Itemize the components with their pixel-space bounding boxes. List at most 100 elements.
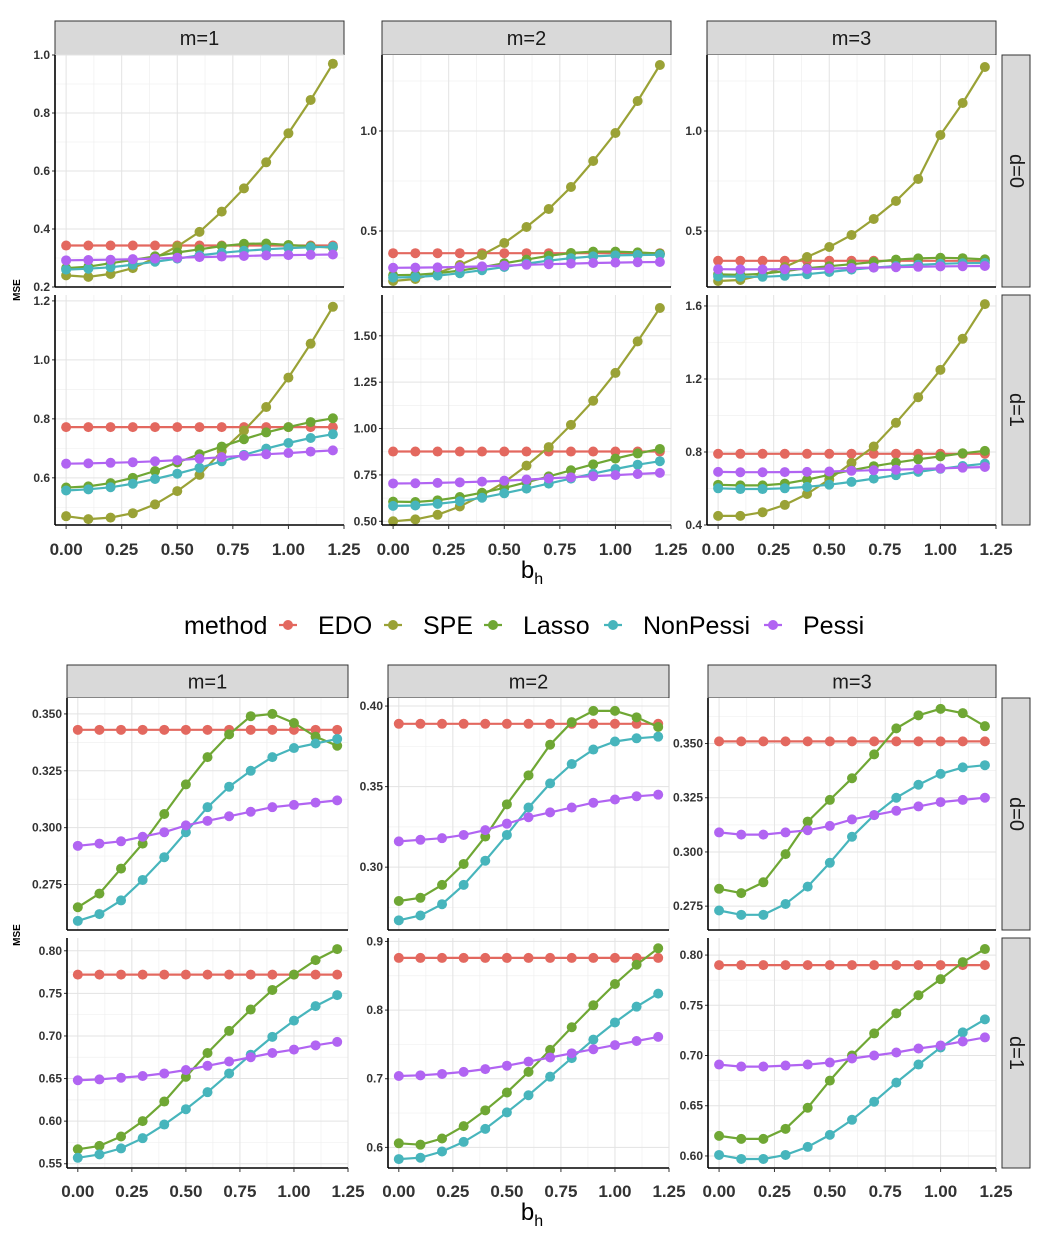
data-point-edo <box>194 422 205 433</box>
data-point-pessi <box>802 1059 813 1070</box>
data-point-lasso <box>283 422 294 433</box>
data-point-nonpessi <box>714 1149 725 1160</box>
x-tick-label: 0.75 <box>223 1182 256 1201</box>
data-point-nonpessi <box>499 488 510 499</box>
data-point-edo <box>588 718 599 729</box>
data-point-pessi <box>327 445 338 456</box>
x-tick-label: 0.25 <box>432 540 465 559</box>
data-point-pessi <box>653 1031 664 1042</box>
data-point-spe <box>779 499 790 510</box>
x-tick-label: 1.25 <box>327 540 360 559</box>
data-point-lasso <box>758 877 769 888</box>
data-point-lasso <box>736 888 747 899</box>
y-tick-label: 0.75 <box>39 986 63 1000</box>
x-tick-label: 0.75 <box>543 540 576 559</box>
data-point-nonpessi <box>224 1068 235 1079</box>
data-point-lasso <box>588 459 599 470</box>
x-tick-label: 0.00 <box>377 540 410 559</box>
column-strip-label: m=2 <box>509 672 548 694</box>
x-tick-label: 1.00 <box>272 540 305 559</box>
data-point-pessi <box>757 467 768 478</box>
data-point-nonpessi <box>388 500 399 511</box>
data-point-nonpessi <box>802 881 813 892</box>
data-point-edo <box>824 736 835 747</box>
data-point-spe <box>327 301 338 312</box>
x-tick-label: 0.00 <box>382 1182 415 1201</box>
data-point-pessi <box>72 1075 83 1086</box>
data-point-nonpessi <box>393 915 404 926</box>
facet-panel: 0.50 0.75 1.00 1.25 1.50 0.00 0.25 0.50 0.75 1.00… <box>354 295 688 559</box>
data-point-edo <box>202 969 213 980</box>
data-point-lasso <box>288 718 299 729</box>
data-point-lasso <box>847 773 857 784</box>
data-point-pessi <box>913 801 924 812</box>
data-point-lasso <box>891 723 902 734</box>
data-point-edo <box>758 736 769 747</box>
data-point-lasso <box>116 1131 127 1142</box>
data-point-pessi <box>61 458 72 469</box>
data-point-pessi <box>632 257 643 268</box>
data-point-edo <box>150 422 161 433</box>
data-point-spe <box>105 512 116 523</box>
data-point-spe <box>846 457 857 468</box>
data-point-edo <box>454 248 465 259</box>
data-point-pessi <box>245 806 256 817</box>
data-point-pessi <box>846 263 857 273</box>
data-point-edo <box>105 240 116 251</box>
data-point-nonpessi <box>523 802 534 813</box>
data-point-nonpessi <box>714 905 725 916</box>
x-tick-label: 0.00 <box>50 540 83 559</box>
data-point-edo <box>499 446 510 457</box>
x-axis-title-sub: h <box>534 571 543 588</box>
data-point-nonpessi <box>802 481 813 492</box>
y-tick-label: 1.25 <box>354 375 378 389</box>
data-point-lasso <box>245 1004 256 1015</box>
data-point-nonpessi <box>480 1123 491 1134</box>
data-point-pessi <box>891 805 902 816</box>
data-point-nonpessi <box>310 738 321 749</box>
data-point-nonpessi <box>432 270 443 281</box>
y-tick-label: 0.60 <box>39 1114 63 1128</box>
data-point-spe <box>757 507 768 518</box>
facet-panel: 0.2 0.4 0.6 0.8 1.0 <box>33 48 345 294</box>
data-point-pessi <box>847 1053 857 1064</box>
data-point-pessi <box>654 257 665 267</box>
data-point-pessi <box>437 833 448 844</box>
y-tick-label: 0.4 <box>685 518 702 532</box>
data-point-nonpessi <box>116 895 127 906</box>
data-point-pessi <box>802 264 813 274</box>
y-tick-label: 0.80 <box>39 944 63 958</box>
data-point-spe <box>735 510 746 521</box>
data-point-lasso <box>653 722 664 732</box>
data-point-pessi <box>310 1040 321 1051</box>
data-point-pessi <box>480 825 491 836</box>
data-point-edo <box>332 969 343 980</box>
data-point-nonpessi <box>159 852 170 863</box>
data-point-lasso <box>245 711 256 722</box>
data-point-lasso <box>202 752 213 763</box>
data-point-pessi <box>432 262 443 273</box>
data-point-spe <box>632 336 643 347</box>
data-point-lasso <box>632 448 643 459</box>
x-tick-label: 0.50 <box>813 1182 846 1201</box>
data-point-lasso <box>116 863 127 874</box>
data-point-spe <box>127 508 138 519</box>
facet-panel: 0.6 0.8 1.0 1.2 0.00 0.25 0.50 0.75 1.00 1.25 <box>33 294 360 559</box>
data-point-nonpessi <box>713 271 724 282</box>
data-point-edo <box>127 422 138 433</box>
data-point-edo <box>758 960 769 971</box>
row-strip-label: d=1 <box>1005 393 1027 427</box>
data-point-nonpessi <box>267 752 278 763</box>
data-point-pessi <box>127 254 138 265</box>
data-point-nonpessi <box>224 781 235 792</box>
data-point-nonpessi <box>305 242 316 253</box>
data-point-nonpessi <box>846 476 857 487</box>
data-point-pessi <box>501 818 512 829</box>
data-point-lasso <box>824 794 835 805</box>
data-point-spe <box>890 196 901 206</box>
data-point-edo <box>588 446 599 457</box>
data-point-nonpessi <box>327 241 338 252</box>
data-point-pessi <box>824 820 835 831</box>
data-point-lasso <box>150 466 161 477</box>
data-point-spe <box>846 230 857 240</box>
